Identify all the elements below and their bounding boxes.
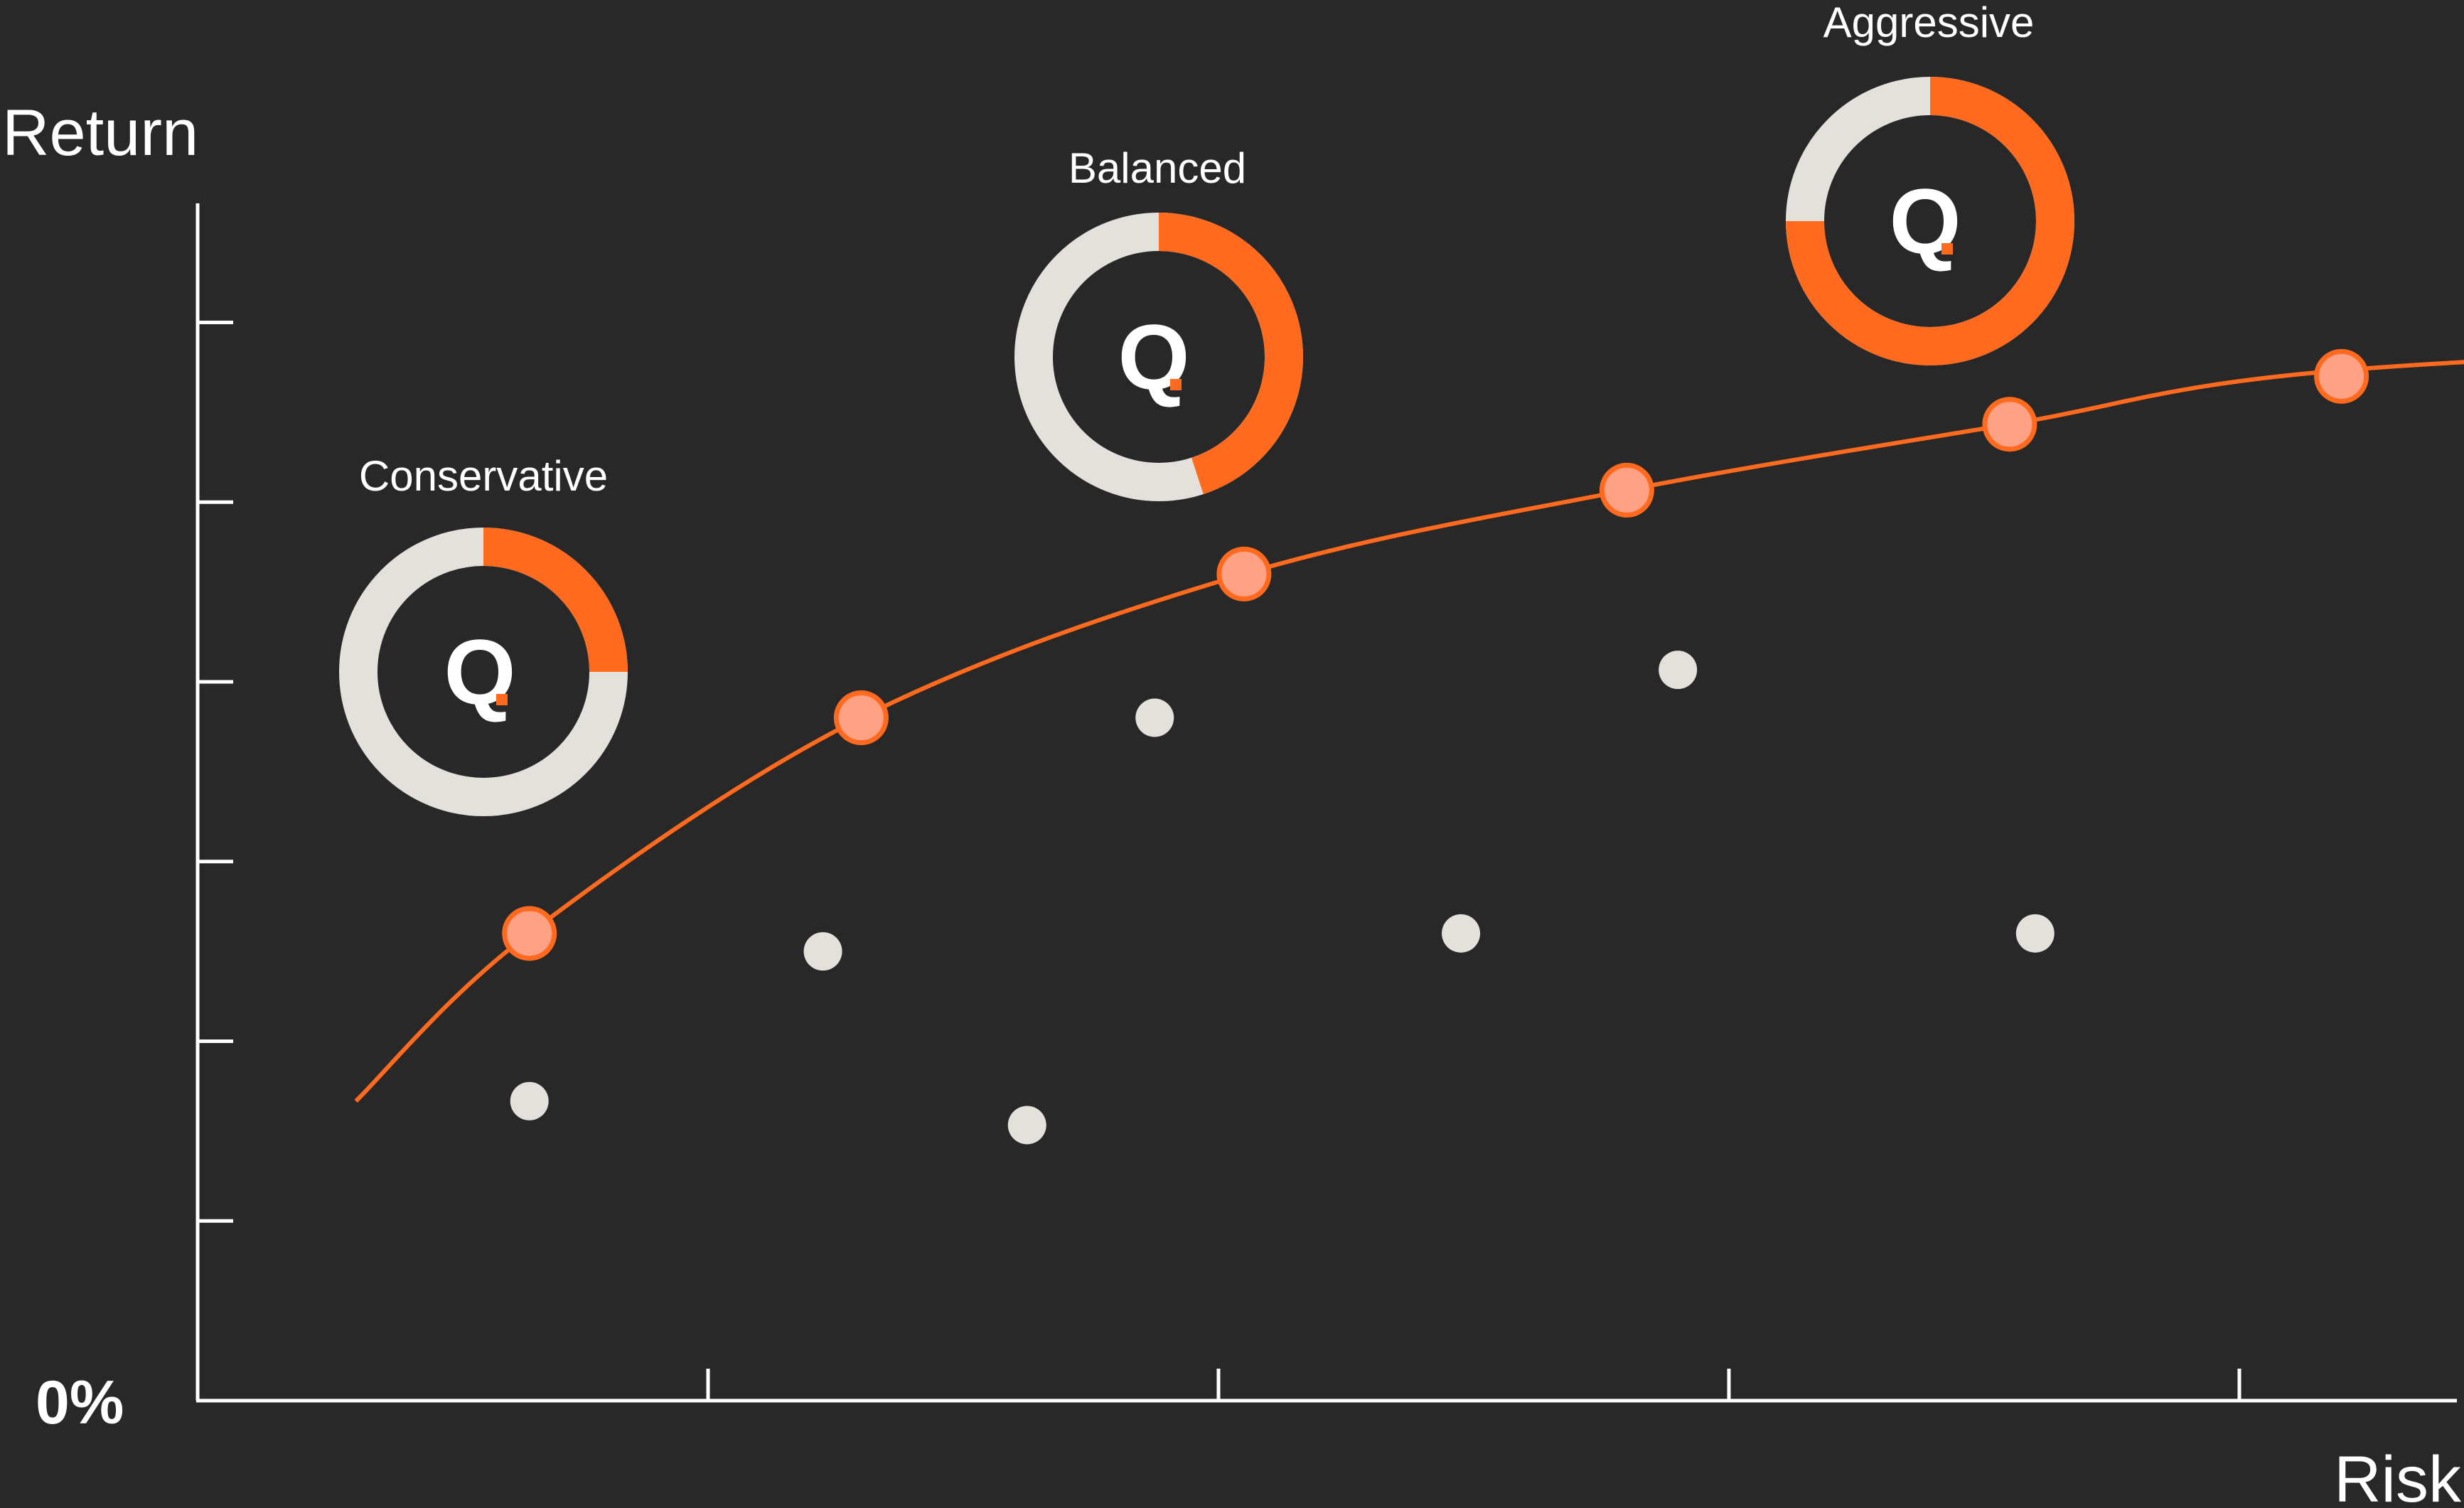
profile-label-aggressive: Aggressive xyxy=(1823,0,2035,46)
y-axis-title: Return xyxy=(2,97,198,169)
profile-label-balanced: Balanced xyxy=(1068,144,1246,192)
x-axis-title: Risk xyxy=(2334,1443,2462,1508)
portfolio-point xyxy=(1442,914,1481,953)
portfolio-point xyxy=(1007,1106,1046,1145)
x-axis-ticks xyxy=(706,1369,2241,1401)
logo-icon: Q xyxy=(1889,169,1961,273)
logo-glyph: Q xyxy=(444,620,515,724)
portfolio-point xyxy=(1135,698,1174,737)
gauge-fill xyxy=(483,528,628,673)
portfolio-point xyxy=(803,932,842,971)
origin-label: 0% xyxy=(36,1369,124,1437)
logo-dot xyxy=(1941,243,1953,255)
logo-icon: Q xyxy=(1118,305,1189,409)
logo-icon: Q xyxy=(444,620,515,724)
portfolio-point xyxy=(1659,651,1698,690)
frontier-point xyxy=(502,906,557,961)
frontier-point xyxy=(1216,546,1272,601)
profile-label-conservative: Conservative xyxy=(359,452,608,500)
portfolio-points xyxy=(510,651,2055,1145)
frontier-point xyxy=(1982,397,2037,452)
frontier-point xyxy=(2314,348,2369,404)
profile-aggressive: Aggressive Q xyxy=(1786,0,2074,365)
risk-gauge-conservative xyxy=(339,528,628,816)
logo-dot xyxy=(1170,379,1182,390)
frontier-point xyxy=(1599,462,1654,518)
axes xyxy=(195,203,2457,1403)
portfolio-point xyxy=(510,1081,549,1121)
gauge-fill xyxy=(1786,77,2074,365)
portfolio-point xyxy=(2015,914,2055,953)
logo-glyph: Q xyxy=(1118,305,1189,409)
y-axis-ticks xyxy=(198,321,233,1223)
frontier-points xyxy=(502,348,2369,961)
logo-glyph: Q xyxy=(1889,169,1961,273)
profile-conservative: Conservative Q xyxy=(339,452,628,816)
gauge-fill xyxy=(1158,213,1303,495)
logo-dot xyxy=(496,694,508,705)
risk-gauge-aggressive xyxy=(1786,77,2074,365)
efficient-frontier-line xyxy=(354,360,2464,1103)
profile-balanced: Balanced Q xyxy=(1014,144,1303,501)
frontier-point xyxy=(833,690,889,746)
risk-gauge-balanced xyxy=(1014,213,1303,501)
